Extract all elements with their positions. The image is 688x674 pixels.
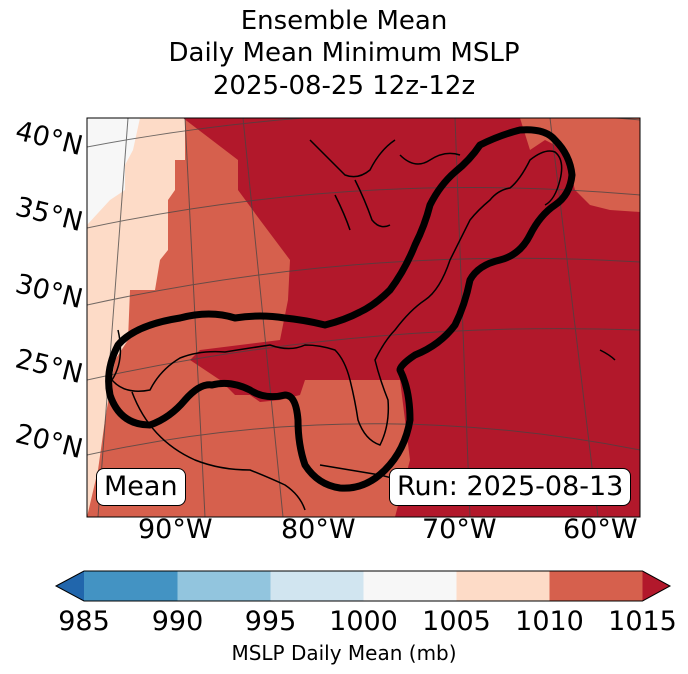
colorbar-tick-1015: 1015 xyxy=(608,606,677,637)
map-area xyxy=(87,118,640,517)
colorbar-bin-985-990 xyxy=(84,571,178,601)
title-line-3: 2025-08-25 12z-12z xyxy=(212,71,476,101)
field-1005-1010 xyxy=(87,118,185,517)
colorbar-bin-995-1000 xyxy=(270,571,364,601)
colorbar-bin-1010-1015 xyxy=(549,571,643,601)
run-date-box: Run: 2025-08-13 xyxy=(389,468,632,506)
colorbar-tick-1005: 1005 xyxy=(422,606,491,637)
colorbar-label: MSLP Daily Mean (mb) xyxy=(231,641,457,665)
coastlines xyxy=(111,139,616,511)
lon-label-60w: 60°W xyxy=(563,514,638,545)
colorbar-tick-1000: 1000 xyxy=(329,606,398,637)
colorbar-extend-low xyxy=(56,571,84,601)
title-line-1: Ensemble Mean xyxy=(240,6,448,36)
field-over-1015 xyxy=(183,118,640,517)
colorbar-bin-1000-1005 xyxy=(363,571,457,601)
lon-label-70w: 70°W xyxy=(422,514,497,545)
colorbar-bin-990-995 xyxy=(177,571,271,601)
lon-label-80w: 80°W xyxy=(281,514,356,545)
colorbar-tick-1010: 1010 xyxy=(515,606,584,637)
colorbar-bin-1005-1010 xyxy=(456,571,550,601)
mean-label-box: Mean xyxy=(96,468,186,506)
lon-label-90w: 90°W xyxy=(138,514,213,545)
colorbar xyxy=(54,570,672,602)
colorbar-extend-high xyxy=(642,571,670,601)
colorbar-tick-985: 985 xyxy=(58,606,110,637)
mslp-contour-line xyxy=(105,126,576,492)
map-frame xyxy=(86,117,641,518)
colorbar-tick-990: 990 xyxy=(151,606,204,637)
colorbar-tick-995: 995 xyxy=(244,606,297,637)
title-line-2: Daily Mean Minimum MSLP xyxy=(168,38,520,68)
graticule xyxy=(87,118,640,517)
